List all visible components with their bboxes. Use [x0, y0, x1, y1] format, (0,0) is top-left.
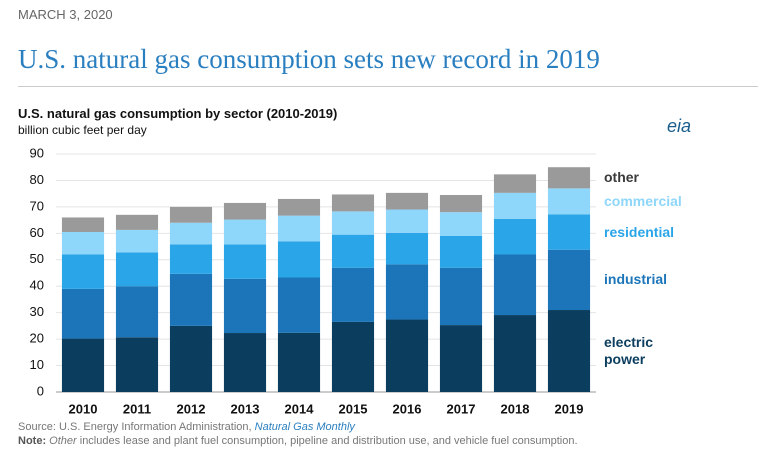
bar-segment: [493, 218, 537, 255]
x-tick-label: 2010: [69, 401, 98, 416]
date: MARCH 3, 2020: [18, 7, 113, 22]
bar-segment: [61, 338, 105, 392]
bar-segment: [223, 333, 267, 392]
bar-segment: [277, 215, 321, 242]
chart-subtitle: billion cubic feet per day: [18, 123, 147, 137]
bar-segment: [115, 252, 159, 287]
y-tick-label: 0: [37, 383, 44, 398]
bar-segment: [547, 167, 591, 189]
y-tick-label: 20: [30, 331, 44, 346]
bar-segment: [331, 321, 375, 392]
bar-segment: [115, 286, 159, 338]
x-tick-label: 2014: [285, 401, 315, 416]
bar-segment: [493, 254, 537, 316]
bar-segment: [331, 194, 375, 212]
bar-segment: [547, 249, 591, 311]
bar-segment: [439, 194, 483, 213]
legend-label: residential: [604, 223, 675, 240]
bar-segment: [277, 241, 321, 278]
y-tick-label: 10: [30, 357, 44, 372]
bar-segment: [493, 192, 537, 219]
y-tick-label: 90: [30, 145, 44, 160]
legend-label: electric power: [604, 334, 654, 367]
y-tick-label: 50: [30, 251, 44, 266]
bar-segment: [61, 254, 105, 289]
bar-segment: [439, 212, 483, 236]
y-tick-label: 80: [30, 172, 44, 187]
bar-segment: [169, 325, 213, 392]
rule: [18, 86, 758, 87]
bar-segment: [169, 222, 213, 245]
y-tick-label: 40: [30, 278, 44, 293]
bar-segment: [115, 229, 159, 253]
bar-segment: [169, 273, 213, 326]
x-tick-label: 2011: [123, 401, 151, 416]
headline: U.S. natural gas consumption sets new re…: [18, 44, 600, 74]
bar-segment: [61, 232, 105, 255]
legend-label: industrial: [604, 271, 668, 288]
note-label: Note:: [18, 435, 47, 447]
bar-segment: [115, 214, 159, 230]
chart-title: U.S. natural gas consumption by sector (…: [18, 106, 338, 121]
bar-segment: [223, 244, 267, 279]
bar-segment: [223, 219, 267, 245]
bar-segment: [493, 315, 537, 392]
x-tick-label: 2017: [447, 401, 476, 416]
x-tick-label: 2015: [339, 401, 368, 416]
x-tick-label: 2019: [555, 401, 584, 416]
legend-label: other: [604, 169, 639, 186]
bar-segment: [493, 174, 537, 193]
source-link[interactable]: Natural Gas Monthly: [254, 421, 355, 433]
bar-segment: [547, 188, 591, 215]
note: Note: Other includes lease and plant fue…: [18, 435, 578, 447]
source-label: Source:: [18, 421, 56, 433]
bar-segment: [277, 332, 321, 392]
x-tick-label: 2016: [393, 401, 422, 416]
bar-segment: [277, 277, 321, 333]
bar-segment: [223, 202, 267, 220]
bar-segment: [547, 310, 591, 392]
note-italic: Other: [49, 435, 77, 447]
bar-segment: [385, 192, 429, 210]
y-tick-label: 70: [30, 198, 44, 213]
bar-segment: [331, 267, 375, 322]
legend-label: commercial: [604, 192, 682, 209]
source: Source: U.S. Energy Information Administ…: [18, 421, 355, 433]
bar-segment: [277, 198, 321, 216]
bar-segment: [547, 214, 591, 250]
bar-segment: [439, 235, 483, 268]
bar-segment: [385, 264, 429, 320]
bar-segment: [115, 337, 159, 392]
bar-segment: [169, 244, 213, 274]
y-tick-label: 30: [30, 304, 44, 319]
bar-segment: [385, 319, 429, 392]
bar-segment: [439, 267, 483, 326]
x-tick-label: 2018: [501, 401, 530, 416]
x-tick-label: 2012: [177, 401, 206, 416]
bar-segment: [61, 217, 105, 233]
source-text: U.S. Energy Information Administration,: [58, 421, 252, 433]
x-tick-label: 2013: [231, 401, 260, 416]
note-text: includes lease and plant fuel consumptio…: [79, 435, 578, 447]
bar-segment: [385, 232, 429, 265]
bar-segment: [331, 211, 375, 235]
bar-segment: [439, 325, 483, 392]
y-tick-label: 60: [30, 225, 44, 240]
bar-segment: [61, 288, 105, 339]
bar-segment: [385, 209, 429, 233]
bar-segment: [331, 234, 375, 268]
bar-segment: [223, 278, 267, 334]
bar-segment: [169, 206, 213, 223]
logo: eia: [667, 116, 692, 136]
